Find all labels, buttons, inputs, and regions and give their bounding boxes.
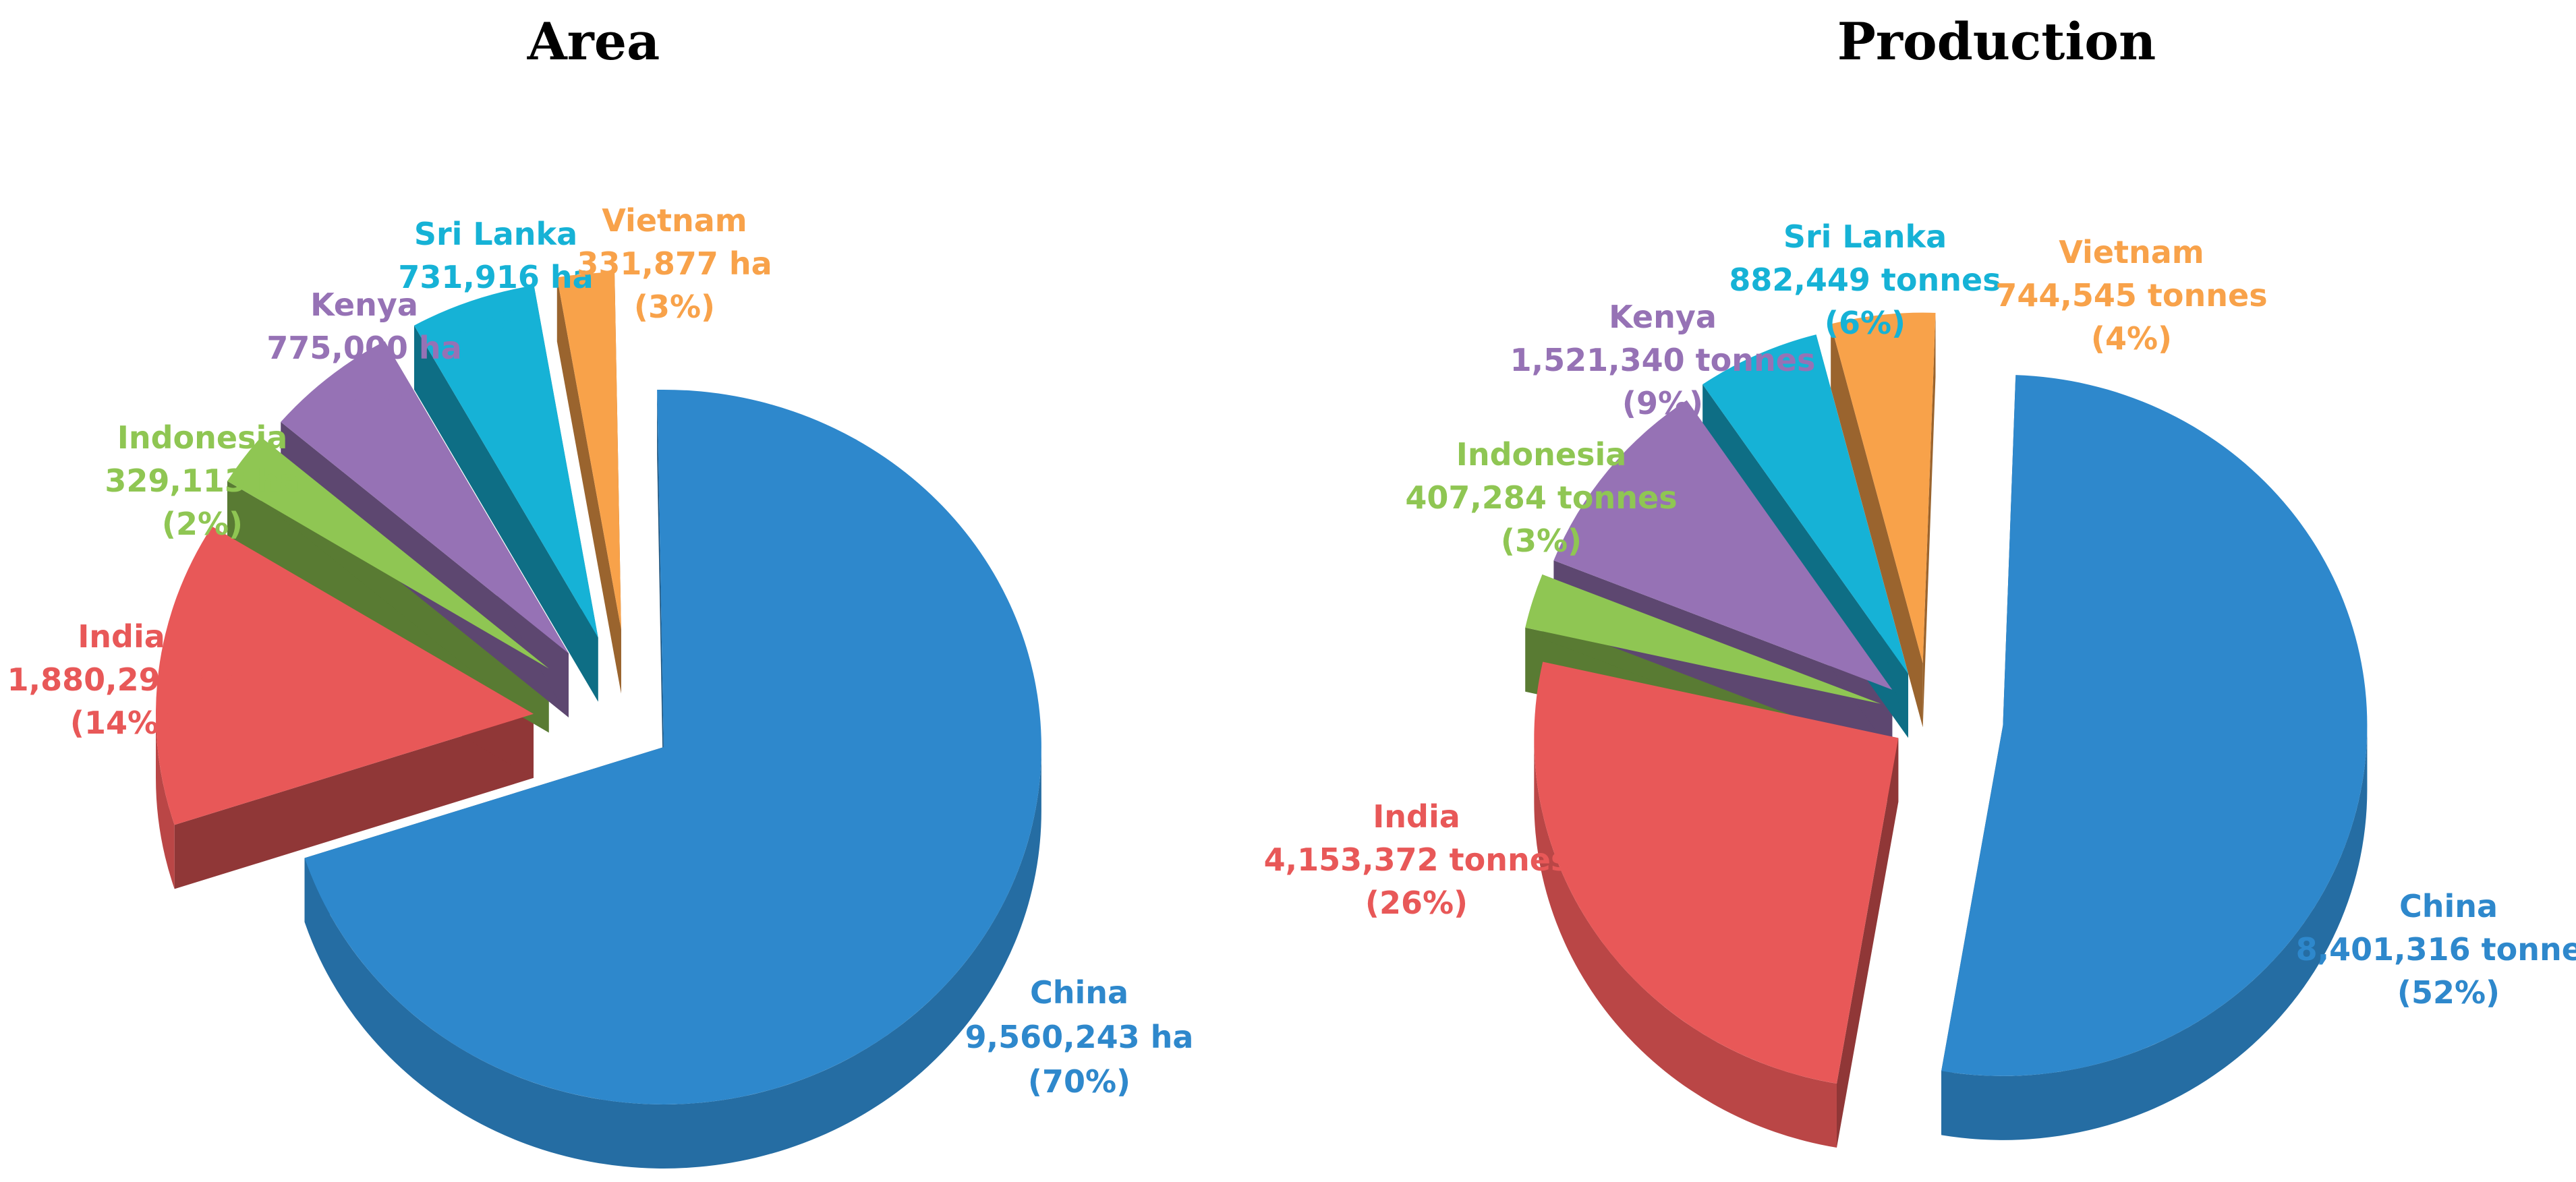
pie1-label-kenya-value-text: 1,521,340 tonnes [1510, 342, 1816, 378]
pie0-label-indonesia-percent-text: (2%) [162, 506, 243, 542]
pie0-label-sri-lanka-value-text: 731,916 ha [398, 259, 593, 295]
pie0-label-vietnam-label: Vietnam [602, 202, 747, 239]
pie0-label-china: China 9,560,243 ha (70%) [965, 974, 1194, 1100]
pie0-india-side-0 [156, 713, 175, 889]
pie1-label-china-value-text: 8,401,316 tonnes [2296, 931, 2576, 968]
pie1-label-india-percent-text: (26%) [1365, 885, 1468, 921]
pie0-label-india-percent-text: (14%) [70, 705, 173, 741]
area-chart-title: Area [527, 11, 660, 71]
pie1-slice-kenya [1553, 400, 1893, 690]
pie1-label-vietnam-percent-text: (4%) [2091, 320, 2172, 357]
pie1-india-wall-0 [1837, 738, 1899, 1148]
pie1-label-vietnam: Vietnam 744,545 tonnes (4%) [1995, 234, 2267, 357]
production-chart-title: Production [1837, 11, 2156, 71]
pie0-label-vietnam: Vietnam 331,877 ha (3%) [577, 202, 772, 325]
pie1-label-indonesia-label: Indonesia [1456, 436, 1627, 473]
pie0-label-sri-lanka-label: Sri Lanka [414, 216, 577, 252]
pie1-slice-vietnam [1831, 312, 1936, 663]
pie1-label-indonesia-value-text: 407,284 tonnes [1405, 479, 1677, 516]
pie1-india-side-0 [1534, 738, 1837, 1148]
pie1-slice-china [1941, 375, 2368, 1076]
area-pie-chart: Area China 9,560,243 ha (70%) India 1,880,29… [7, 11, 1194, 1169]
pie0-label-vietnam-percent-text: (3%) [634, 289, 715, 325]
pie1-label-indonesia-percent-text: (3%) [1501, 523, 1582, 559]
pie0-label-china-value-text: 9,560,243 ha [965, 1019, 1194, 1055]
pie0-vietnam-wall-0 [556, 277, 621, 694]
pie1-label-china-percent-text: (52%) [2397, 974, 2500, 1011]
pie1-vietnam-wall-0 [1831, 324, 1923, 728]
pie1-label-kenya-percent-text: (9%) [1622, 385, 1703, 421]
pie1-label-kenya-label: Kenya [1609, 299, 1717, 335]
pie1-label-vietnam-value-text: 744,545 tonnes [1995, 277, 2267, 314]
pie1-label-india-label: India [1373, 798, 1460, 835]
area-pie-slices [156, 272, 1041, 1104]
pie1-label-sri-lanka-value-text: 882,449 tonnes [1729, 262, 2001, 298]
pie0-label-vietnam-value-text: 331,877 ha [577, 245, 772, 282]
pie1-vietnam-wall-1 [1922, 312, 1936, 728]
pie0-label-india-label: India [78, 618, 165, 655]
pie0-label-kenya: Kenya 775,000 ha (6%) [266, 287, 461, 409]
production-pie-slices [1525, 312, 2368, 1084]
pie1-slice-sri-lanka [1702, 334, 1908, 674]
pie0-label-indonesia: Indonesia 329,113 ha (2%) [105, 419, 299, 542]
pie1-label-china-label: China [2399, 888, 2498, 924]
pie1-label-kenya: Kenya 1,521,340 tonnes (9%) [1510, 299, 1816, 421]
pie0-slice-china [304, 389, 1041, 1104]
pie0-slice-vietnam [556, 272, 621, 630]
pie1-china-side-0 [1941, 725, 2368, 1140]
pie0-indonesia-wall-0 [227, 481, 549, 733]
pie1-slice-india [1534, 661, 1899, 1084]
pie0-label-sri-lanka: Sri Lanka 731,916 ha (5%) [398, 216, 593, 338]
pie0-label-india-value-text: 1,880,294 ha [7, 661, 236, 698]
pie0-slice-sri-lanka [413, 285, 598, 638]
production-pie-chart: Production China 8,401,316 tonnes (52%) Ind… [1264, 11, 2576, 1148]
pie0-label-indonesia-value-text: 329,113 ha [105, 463, 299, 499]
pie1-label-china: China 8,401,316 tonnes (52%) [2296, 888, 2576, 1011]
pie0-india-wall-0 [174, 713, 534, 889]
pie1-label-sri-lanka-label: Sri Lanka [1783, 218, 1947, 255]
pie1-label-india: India 4,153,372 tonnes (26%) [1264, 798, 1570, 921]
pie1-label-indonesia: Indonesia 407,284 tonnes (3%) [1405, 436, 1677, 559]
pie1-label-sri-lanka-percent-text: (6%) [1825, 305, 1906, 341]
area-pie-labels: China 9,560,243 ha (70%) India 1,880,294 ha (… [7, 202, 1194, 1100]
production-pie-labels: China 8,401,316 tonnes (52%) India 4,153,372… [1264, 218, 2576, 1011]
pie0-slice-indonesia [227, 437, 549, 669]
pie0-label-china-label: China [1030, 974, 1128, 1011]
pie0-label-china-percent-text: (70%) [1028, 1063, 1130, 1100]
pie0-label-kenya-label: Kenya [310, 287, 418, 323]
pie0-slice-kenya [281, 341, 569, 653]
pie0-china-wall-0 [657, 390, 664, 811]
pie1-label-vietnam-label: Vietnam [2059, 234, 2204, 270]
pie0-label-kenya-value-text: 775,000 ha [266, 330, 461, 366]
pie1-label-sri-lanka: Sri Lanka 882,449 tonnes (6%) [1729, 218, 2001, 341]
pie0-sri-lanka-wall-0 [413, 325, 598, 702]
pie0-label-kenya-percent-text: (6%) [324, 373, 405, 409]
pie0-china-side-0 [304, 746, 1041, 1169]
pie0-label-indonesia-label: Indonesia [117, 419, 288, 456]
pie1-label-india-value-text: 4,153,372 tonnes [1264, 841, 1570, 878]
pie1-slice-indonesia [1525, 574, 1881, 704]
pie0-label-sri-lanka-percent-text: (5%) [455, 302, 536, 338]
pie0-label-india: India 1,880,294 ha (14%) [7, 618, 236, 741]
pie0-slice-india [156, 526, 534, 825]
